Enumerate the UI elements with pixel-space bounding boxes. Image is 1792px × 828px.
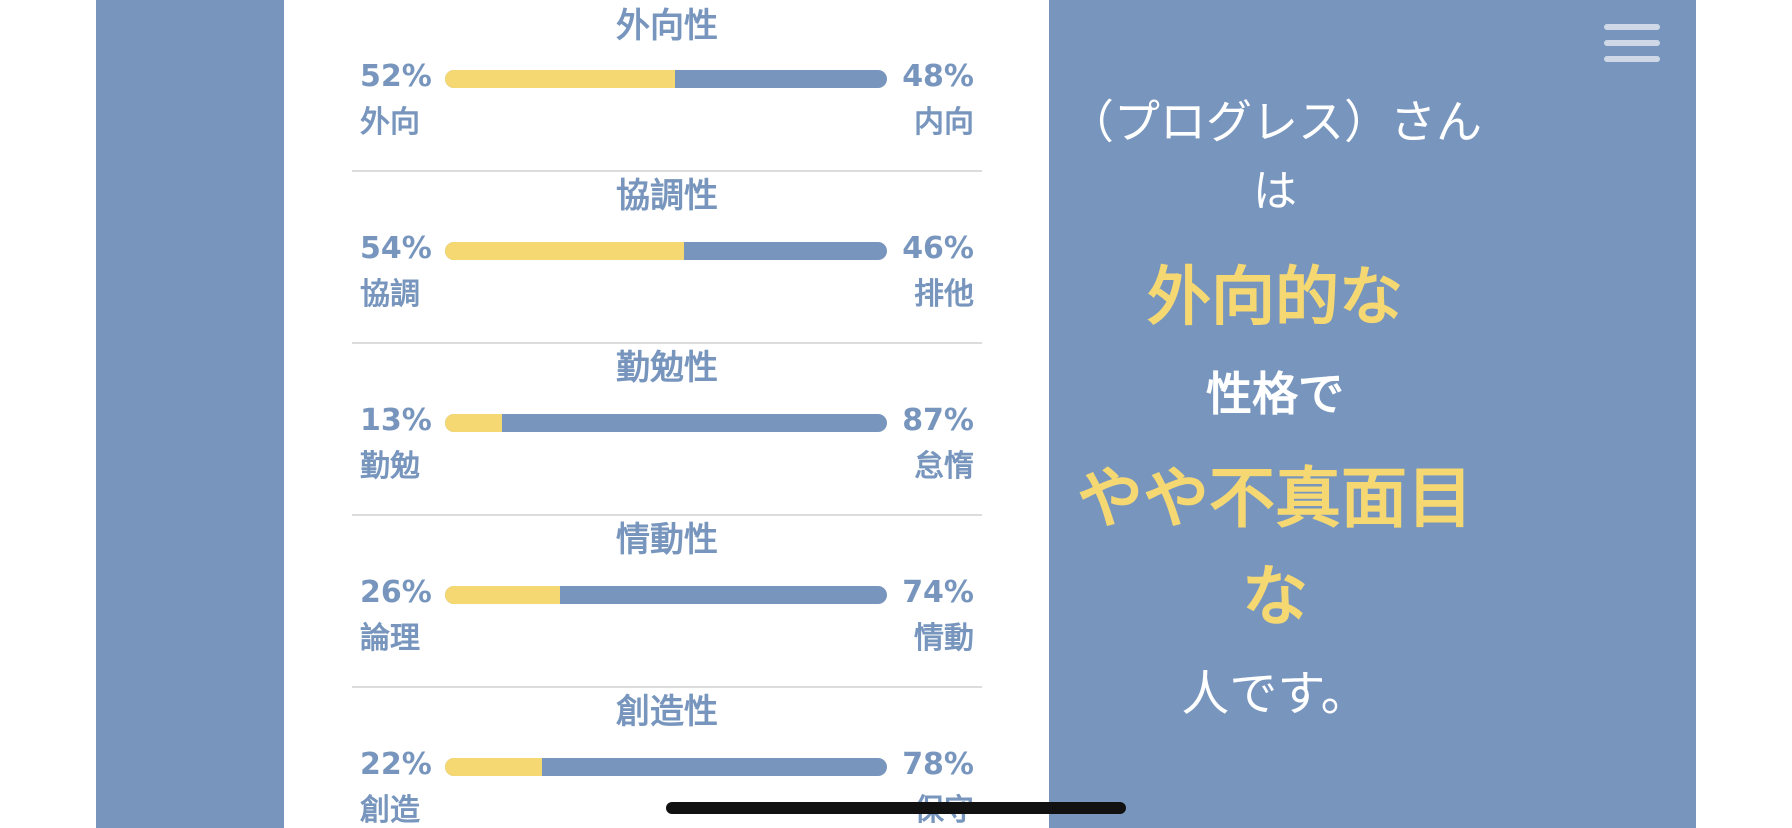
trait-title: 情動性 (616, 520, 718, 560)
result-particle-wa: は (1253, 166, 1297, 217)
trait-right-label: 怠惰 (914, 449, 974, 484)
trait-left-label: 外向 (360, 105, 420, 140)
trait-left-percent: 54% (360, 231, 432, 266)
trait-bar-fill (445, 242, 684, 260)
trait-right-label: 内向 (914, 105, 974, 140)
trait-left-percent: 22% (360, 747, 432, 782)
result-panel (1049, 0, 1696, 828)
trait-bar-fill (445, 70, 675, 88)
trait-left-percent: 52% (360, 59, 432, 94)
trait-bar-fill (445, 758, 543, 776)
trait-panel: 外向性 52% 48% 外向 内向 協調性 54% 46% 協調 排他 勤勉性 … (284, 0, 1049, 828)
result-ending: 人です。 (1181, 666, 1369, 722)
trait-agreeableness: 協調性 54% 46% 協調 排他 (352, 172, 982, 344)
trait-title: 協調性 (616, 176, 718, 216)
trait-right-percent: 46% (902, 231, 974, 266)
trait-bar-fill (445, 414, 503, 432)
trait-right-percent: 87% (902, 403, 974, 438)
trait-title: 外向性 (616, 6, 718, 46)
left-margin (96, 0, 284, 828)
trait-bar (445, 70, 887, 88)
trait-left-label: 創造 (360, 793, 420, 828)
trait-title: 勤勉性 (616, 348, 718, 388)
hamburger-menu-icon[interactable] (1604, 24, 1660, 64)
result-trait-1: 外向的な (1147, 260, 1403, 335)
trait-right-label: 排他 (914, 277, 974, 312)
result-seikaku: 性格で (1206, 367, 1344, 421)
trait-right-percent: 48% (902, 59, 974, 94)
trait-creativity: 創造性 22% 78% 創造 保守 (352, 688, 982, 828)
trait-right-percent: 74% (902, 575, 974, 610)
trait-left-label: 協調 (360, 277, 420, 312)
trait-bar (445, 242, 887, 260)
trait-title: 創造性 (616, 692, 718, 732)
trait-right-label: 情動 (914, 621, 974, 656)
trait-left-percent: 13% (360, 403, 432, 438)
trait-emotionality: 情動性 26% 74% 論理 情動 (352, 516, 982, 688)
trait-bar (445, 758, 887, 776)
trait-right-percent: 78% (902, 747, 974, 782)
trait-bar (445, 414, 887, 432)
trait-bar-fill (445, 586, 560, 604)
home-indicator (666, 802, 1126, 814)
trait-conscientiousness: 勤勉性 13% 87% 勤勉 怠惰 (352, 344, 982, 516)
trait-bar (445, 586, 887, 604)
trait-left-percent: 26% (360, 575, 432, 610)
result-name-line: （プログレス）さん (1068, 95, 1482, 149)
result-trait-2: やや不真面目 (1077, 459, 1473, 537)
result-trait-2-suffix: な (1242, 557, 1308, 635)
trait-left-label: 論理 (360, 621, 420, 656)
trait-extraversion: 外向性 52% 48% 外向 内向 (352, 0, 982, 172)
trait-left-label: 勤勉 (360, 449, 420, 484)
